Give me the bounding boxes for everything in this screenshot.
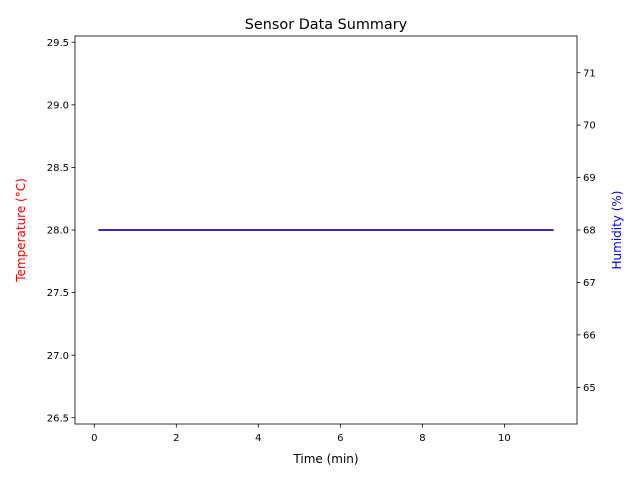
x-axis-label: Time (min) xyxy=(292,452,358,466)
y-right-tick-label: 70 xyxy=(583,121,596,132)
y-left-tick-label: 28.0 xyxy=(47,226,69,237)
y-left-tick-label: 27.5 xyxy=(47,288,69,299)
y-left-tick-label: 27.0 xyxy=(47,351,69,362)
x-tick-label: 8 xyxy=(419,433,425,444)
y-right-tick-label: 71 xyxy=(583,68,596,79)
axes-layer: 0 2 4 6 8 1026.527.027.528.028.529.029.565666… xyxy=(47,35,596,444)
x-tick-label: 10 xyxy=(498,433,511,444)
y-left-tick-label: 29.5 xyxy=(47,38,69,49)
x-tick-label: 4 xyxy=(255,433,261,444)
y-axis-right-label: Humidity (%) xyxy=(610,191,624,270)
x-tick-label: 6 xyxy=(337,433,343,444)
y-right-tick-label: 69 xyxy=(583,173,596,184)
x-tick-label: 2 xyxy=(173,433,179,444)
y-right-tick-label: 65 xyxy=(583,383,596,394)
chart-title: Sensor Data Summary xyxy=(245,17,408,33)
y-left-tick-label: 26.5 xyxy=(47,413,69,424)
x-tick-label: 0 xyxy=(91,433,97,444)
y-right-tick-label: 66 xyxy=(583,330,596,341)
y-left-tick-label: 28.5 xyxy=(47,163,69,174)
y-left-tick-label: 29.0 xyxy=(47,100,69,111)
y-right-tick-label: 68 xyxy=(583,226,596,237)
y-axis-left-label: Temperature (°C) xyxy=(14,178,28,283)
y-right-tick-label: 67 xyxy=(583,278,596,289)
